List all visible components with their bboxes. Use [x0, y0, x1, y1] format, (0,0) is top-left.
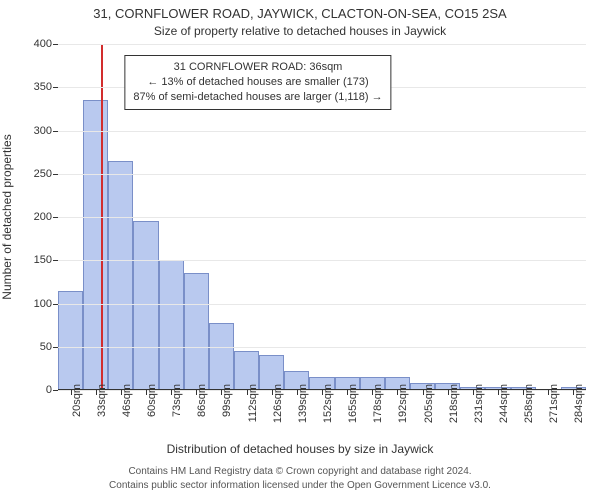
histogram-bar — [159, 260, 184, 390]
xtick-label: 192sqm — [397, 384, 409, 423]
xtick-label: 258sqm — [523, 384, 535, 423]
annotation-line-3: 87% of semi-detached houses are larger (… — [133, 90, 382, 105]
ytick-label: 350 — [34, 81, 52, 93]
xtick-label: 218sqm — [448, 384, 460, 423]
ytick-label: 100 — [34, 298, 52, 310]
chart-title-main: 31, CORNFLOWER ROAD, JAYWICK, CLACTON-ON… — [0, 6, 600, 21]
xtick-label: 112sqm — [247, 384, 259, 422]
ytick-mark — [53, 131, 58, 132]
histogram-bar — [58, 291, 83, 390]
xtick-label: 46sqm — [121, 384, 133, 417]
ytick-mark — [53, 44, 58, 45]
footer-line-1: Contains HM Land Registry data © Crown c… — [0, 466, 600, 477]
ytick-label: 200 — [34, 211, 52, 223]
ytick-label: 250 — [34, 168, 52, 180]
x-axis-label: Distribution of detached houses by size … — [0, 442, 600, 456]
xtick-label: 284sqm — [573, 384, 585, 423]
xtick-label: 99sqm — [221, 384, 233, 417]
gridline — [58, 217, 586, 218]
ytick-mark — [53, 347, 58, 348]
xtick-label: 244sqm — [498, 384, 510, 423]
annotation-line-1: 31 CORNFLOWER ROAD: 36sqm — [133, 60, 382, 75]
footer-line-2: Contains public sector information licen… — [0, 480, 600, 491]
ytick-mark — [53, 217, 58, 218]
xtick-label: 165sqm — [347, 384, 359, 423]
chart-title-sub: Size of property relative to detached ho… — [0, 24, 600, 38]
ytick-mark — [53, 390, 58, 391]
xtick-label: 152sqm — [322, 384, 334, 423]
y-axis-label: Number of detached properties — [0, 134, 14, 299]
ytick-mark — [53, 304, 58, 305]
ytick-mark — [53, 87, 58, 88]
xtick-label: 126sqm — [272, 384, 284, 423]
gridline — [58, 304, 586, 305]
xtick-label: 139sqm — [297, 384, 309, 423]
xtick-label: 60sqm — [146, 384, 158, 417]
xtick-label: 33sqm — [96, 384, 108, 417]
ytick-label: 300 — [34, 125, 52, 137]
histogram-bar — [108, 161, 133, 390]
gridline — [58, 260, 586, 261]
histogram-bar — [209, 323, 234, 390]
ytick-mark — [53, 174, 58, 175]
ytick-label: 400 — [34, 38, 52, 50]
xtick-label: 178sqm — [372, 384, 384, 423]
xtick-label: 231sqm — [473, 384, 485, 423]
xtick-label: 86sqm — [196, 384, 208, 417]
gridline — [58, 347, 586, 348]
xtick-label: 205sqm — [423, 384, 435, 423]
annotation-line-2: ← 13% of detached houses are smaller (17… — [133, 75, 382, 90]
xtick-label: 271sqm — [548, 384, 560, 423]
histogram-bar — [184, 273, 209, 390]
annotation-box: 31 CORNFLOWER ROAD: 36sqm ← 13% of detac… — [124, 55, 391, 110]
ytick-label: 150 — [34, 254, 52, 266]
xtick-label: 20sqm — [71, 384, 83, 417]
gridline — [58, 131, 586, 132]
gridline — [58, 174, 586, 175]
histogram-bar — [133, 221, 158, 390]
gridline — [58, 44, 586, 45]
ytick-label: 50 — [40, 341, 52, 353]
xtick-label: 73sqm — [171, 384, 183, 417]
ytick-mark — [53, 260, 58, 261]
chart-figure: 31, CORNFLOWER ROAD, JAYWICK, CLACTON-ON… — [0, 0, 600, 500]
ytick-label: 0 — [46, 384, 52, 396]
